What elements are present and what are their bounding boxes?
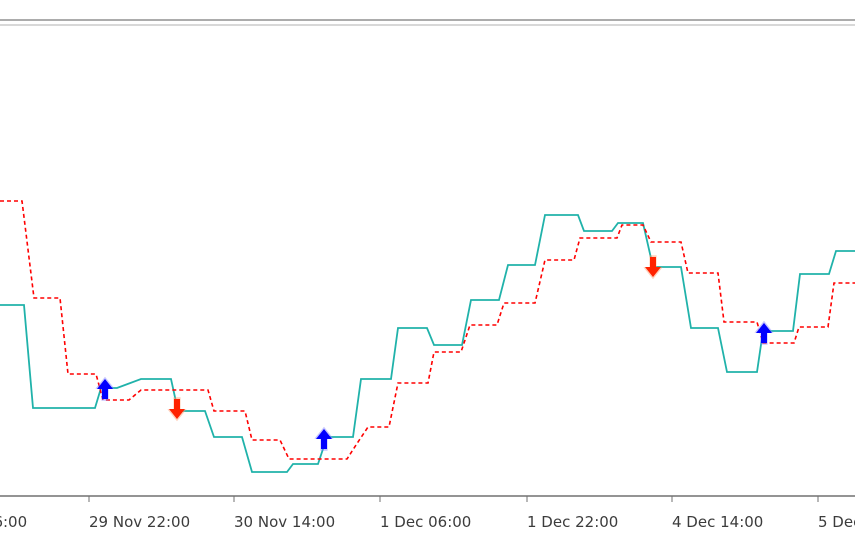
- up-arrow-icon: [754, 320, 774, 345]
- x-tick-label: 1 Dec 06:00: [380, 513, 471, 531]
- signal-arrows: [95, 255, 774, 451]
- x-tick-label: 30 Nov 14:00: [234, 513, 335, 531]
- down-arrow-icon: [167, 397, 187, 422]
- up-arrow-icon: [314, 426, 334, 451]
- x-tick-label: 28 Nov 06:00: [0, 513, 27, 531]
- x-tick-label: 4 Dec 14:00: [672, 513, 763, 531]
- up-arrow-icon: [95, 376, 115, 401]
- x-tick-label: 5 Dec: [818, 513, 855, 531]
- x-axis-ticks: 28 Nov 06:00 29 Nov 22:00 30 Nov 14:00 1 De…: [0, 496, 855, 531]
- series-layer: [0, 200, 855, 473]
- teal-solid-series: [0, 214, 855, 473]
- down-arrow-icon: [643, 255, 663, 280]
- x-tick-label: 1 Dec 22:00: [527, 513, 618, 531]
- x-tick-label: 29 Nov 22:00: [89, 513, 190, 531]
- red-dashed-series: [0, 200, 855, 460]
